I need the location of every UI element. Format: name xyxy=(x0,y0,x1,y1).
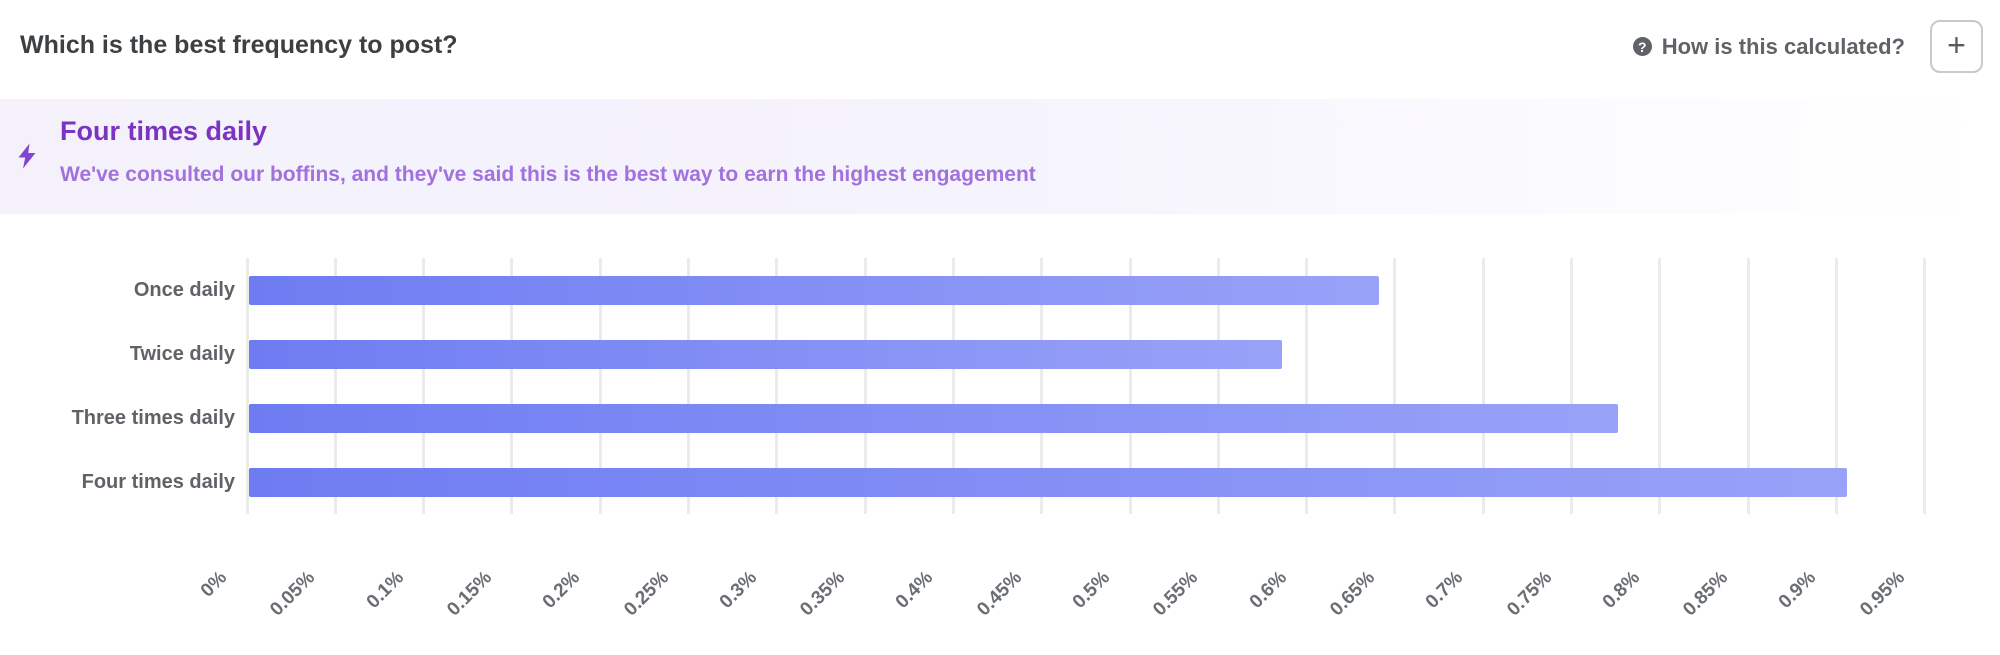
x-tick-label-0.2%: 0.2% xyxy=(538,567,585,613)
page-title: Which is the best frequency to post? xyxy=(20,31,458,59)
x-tick-label-0.65%: 0.65% xyxy=(1326,567,1380,621)
recommendation-text: Four times daily We've consulted our bof… xyxy=(60,115,1036,188)
x-tick-label-0.35%: 0.35% xyxy=(796,567,850,621)
x-tick-label-0.8%: 0.8% xyxy=(1598,567,1644,613)
x-tick-label-0.75%: 0.75% xyxy=(1502,567,1556,621)
x-tick-label-0.5%: 0.5% xyxy=(1068,567,1115,613)
x-tick-label-0.4%: 0.4% xyxy=(892,567,938,613)
x-tick-label-0.85%: 0.85% xyxy=(1679,567,1733,621)
header-actions: ? How is this calculated? + xyxy=(1632,0,1983,93)
x-tick-label-0.05%: 0.05% xyxy=(266,567,320,621)
gridline-0.95% xyxy=(1923,258,1927,514)
x-tick-label-0.55%: 0.55% xyxy=(1149,567,1203,621)
recommendation-banner: Four times daily We've consulted our bof… xyxy=(0,99,2000,214)
x-tick-label-0.9%: 0.9% xyxy=(1775,567,1821,613)
bar-four-times-daily[interactable] xyxy=(249,467,1848,497)
x-tick-label-0.95%: 0.95% xyxy=(1855,567,1909,621)
x-tick-label-0.6%: 0.6% xyxy=(1245,567,1291,613)
add-button[interactable]: + xyxy=(1930,20,1983,73)
x-tick-label-0.3%: 0.3% xyxy=(715,567,761,613)
category-label-twice-daily: Twice daily xyxy=(129,343,235,365)
category-label-once-daily: Once daily xyxy=(133,279,235,301)
recommendation-title: Four times daily xyxy=(60,116,268,146)
x-tick-label-0%: 0% xyxy=(196,567,232,602)
recommendation-subtitle: We've consulted our boffins, and they've… xyxy=(60,163,1036,186)
category-label-three-times-daily: Three times daily xyxy=(71,407,235,429)
plot-area xyxy=(245,258,1960,514)
x-tick-label-0.7%: 0.7% xyxy=(1421,567,1468,613)
how-calculated-link[interactable]: ? How is this calculated? xyxy=(1632,33,1905,60)
bar-three-times-daily[interactable] xyxy=(249,403,1618,433)
x-tick-label-0.1%: 0.1% xyxy=(362,567,408,613)
x-tick-label-0.25%: 0.25% xyxy=(619,567,673,621)
bar-once-daily[interactable] xyxy=(249,275,1380,305)
bar-twice-daily[interactable] xyxy=(249,339,1283,369)
x-tick-label-0.15%: 0.15% xyxy=(443,567,497,621)
value-axis: 0% 0.05% 0.1% 0.15% 0.2% 0.25% 0.3% 0.35% 0.4% 0.… xyxy=(197,514,1960,655)
question-circle-icon: ? xyxy=(1632,37,1652,56)
how-calculated-label: How is this calculated? xyxy=(1661,33,1905,59)
x-tick-label-0.45%: 0.45% xyxy=(972,567,1026,621)
category-label-four-times-daily: Four times daily xyxy=(81,471,235,493)
category-axis: Once daily Twice daily Three times daily Fo… xyxy=(0,258,235,514)
card-header: Which is the best frequency to post? ? H… xyxy=(0,0,2000,99)
lightning-bolt-icon xyxy=(18,143,36,169)
